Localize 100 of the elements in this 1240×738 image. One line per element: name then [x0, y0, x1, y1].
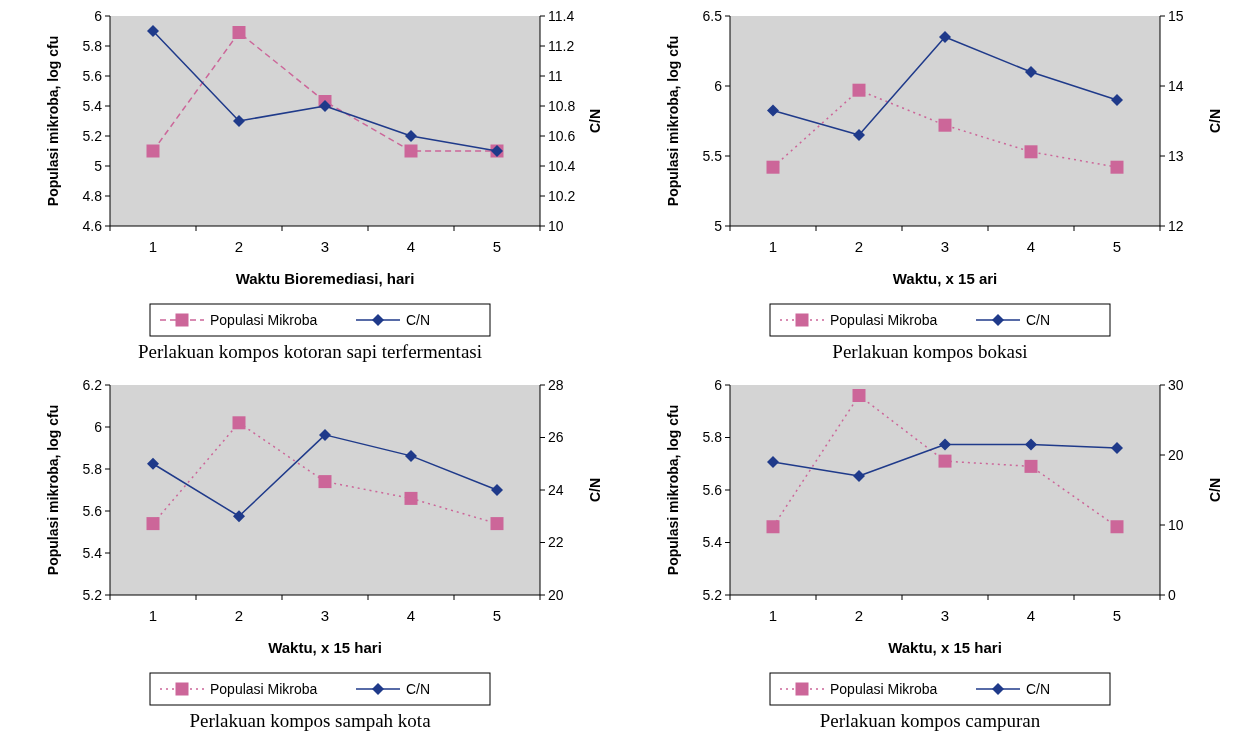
- y2-tick-label: 20: [1168, 446, 1184, 463]
- y-tick-label: 5.5: [702, 147, 723, 164]
- text: Perlakuan kompos bokasi: [832, 341, 1028, 362]
- y-tick-label: 6: [714, 376, 723, 393]
- x-tick-label: 5: [492, 238, 502, 255]
- y2-tick-label: 22: [548, 534, 564, 551]
- point: [405, 449, 417, 462]
- point: [146, 517, 160, 531]
- y-axis-title: Populasi mikroba, log cfu: [665, 35, 681, 207]
- legend-label: Populasi Mikroba: [830, 680, 938, 697]
- y-axis-title: Populasi mikroba, log cfu: [45, 404, 61, 576]
- y2-tick-label: 11.4: [548, 7, 575, 24]
- x-tick-label: 2: [234, 238, 244, 255]
- point: [767, 104, 779, 117]
- y2-tick-label: 28: [548, 376, 564, 393]
- x-tick-label: 2: [854, 238, 864, 255]
- y2-tick-label: 15: [1168, 7, 1184, 24]
- y2-tick-label: 30: [1168, 376, 1184, 393]
- y-tick-label: 5.6: [82, 502, 103, 519]
- x-tick-label: 3: [320, 238, 330, 255]
- y-tick-label: 5.2: [702, 586, 723, 603]
- y-tick-label: 5.6: [82, 67, 103, 84]
- y2-tick-label: 10.2: [548, 187, 576, 204]
- x-tick-label: 3: [940, 238, 950, 255]
- text: Perlakuan kompos campuran: [819, 710, 1041, 731]
- x-axis-title: Waktu Bioremediasi, hari: [235, 270, 415, 287]
- y2-tick-label: 10.6: [548, 127, 576, 144]
- point: [767, 456, 779, 468]
- point: [233, 510, 245, 523]
- y2-tick-label: 10: [1168, 516, 1184, 533]
- y-tick-label: 5.4: [702, 534, 723, 551]
- point: [405, 130, 417, 142]
- point: [939, 438, 951, 451]
- y-tick-label: 5: [714, 217, 723, 234]
- point: [1024, 145, 1038, 159]
- point: [1025, 438, 1037, 451]
- x-tick-label: 1: [148, 238, 158, 255]
- x-tick-label: 5: [1112, 238, 1122, 255]
- y-axis-title: Populasi mikroba, log cfu: [45, 35, 61, 207]
- point: [938, 118, 952, 132]
- point: [232, 416, 246, 430]
- y-tick-label: 6.2: [82, 376, 103, 393]
- x-tick-label: 4: [1026, 238, 1036, 255]
- y-axis-title: Populasi mikroba, log cfu: [665, 404, 681, 576]
- point: [766, 520, 780, 534]
- x-axis-title: Waktu, x 15 hari: [888, 639, 1002, 656]
- point: [490, 517, 504, 531]
- point: [852, 389, 866, 402]
- legend-label: Populasi Mikroba: [210, 680, 318, 697]
- y2-tick-label: 10.4: [548, 157, 576, 174]
- y-tick-label: 4.8: [82, 187, 103, 204]
- legend-label: Populasi Mikroba: [830, 311, 938, 328]
- y-tick-label: 5.4: [82, 97, 103, 114]
- x-axis-title: Waktu, x 15 hari: [268, 639, 382, 656]
- point: [404, 144, 418, 158]
- y-tick-label: 5.8: [82, 460, 103, 477]
- point: [147, 25, 159, 37]
- y2-tick-label: 26: [548, 429, 564, 446]
- legend-label: C/N: [406, 680, 431, 697]
- x-tick-label: 2: [854, 607, 864, 624]
- point: [1110, 520, 1124, 534]
- y2-axis-title: C/N: [1207, 477, 1223, 503]
- point: [491, 484, 503, 496]
- legend-label: C/N: [406, 311, 431, 328]
- y2-axis-title: C/N: [1207, 108, 1223, 134]
- x-tick-label: 4: [1026, 607, 1036, 624]
- x-tick-label: 5: [492, 607, 502, 624]
- y2-tick-label: 13: [1168, 147, 1184, 164]
- point: [766, 160, 780, 174]
- legend-label: C/N: [1026, 311, 1051, 328]
- y-tick-label: 6: [714, 77, 723, 94]
- x-tick-label: 3: [320, 607, 330, 624]
- x-tick-label: 1: [768, 607, 778, 624]
- y2-tick-label: 12: [1168, 217, 1184, 234]
- point: [853, 470, 865, 482]
- y-tick-label: 6.5: [702, 7, 723, 24]
- y2-axis-title: C/N: [587, 477, 603, 503]
- point: [852, 83, 866, 97]
- x-tick-label: 4: [406, 607, 416, 624]
- y-tick-label: 5.8: [702, 429, 723, 446]
- point: [1024, 459, 1038, 473]
- y-tick-label: 6: [94, 7, 103, 24]
- point: [147, 457, 159, 470]
- y-tick-label: 6: [94, 418, 103, 435]
- y2-axis-title: C/N: [587, 108, 603, 134]
- point: [232, 26, 246, 39]
- text: Perlakuan kompos kotoran sapi terfermentasi: [137, 341, 483, 362]
- y-tick-label: 4.6: [82, 217, 103, 234]
- point: [1111, 94, 1123, 106]
- y2-tick-label: 11.2: [548, 37, 575, 54]
- x-tick-label: 1: [148, 607, 158, 624]
- point: [853, 129, 865, 141]
- y2-tick-label: 11: [548, 67, 563, 84]
- point: [404, 491, 418, 505]
- y2-tick-label: 24: [548, 481, 564, 498]
- legend-label: C/N: [1026, 680, 1051, 697]
- point: [233, 115, 245, 127]
- point: [1110, 160, 1124, 174]
- point: [1111, 442, 1123, 454]
- x-tick-label: 4: [406, 238, 416, 255]
